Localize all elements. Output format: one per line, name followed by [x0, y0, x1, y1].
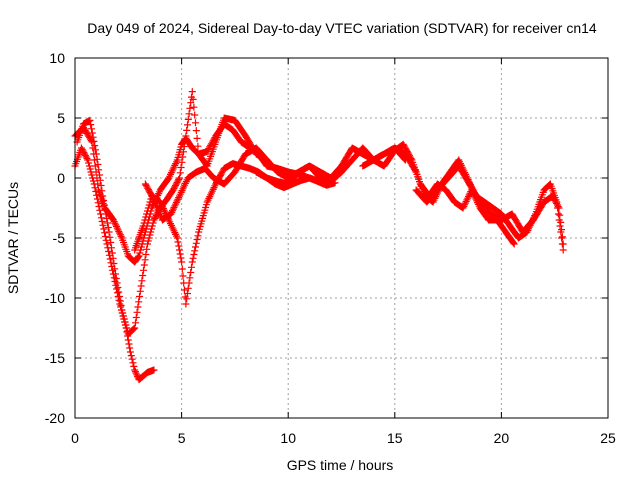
y-axis-label: SDTVAR / TECUs — [5, 182, 21, 294]
x-tick-label: 5 — [178, 430, 186, 446]
x-tick-label: 10 — [280, 430, 296, 446]
y-tick-label: -15 — [45, 350, 65, 366]
axis-ticks: 0 5 10 15 20 25 -20 -15 -10 -5 0 5 10 — [45, 50, 616, 446]
y-tick-label: -5 — [53, 230, 66, 246]
y-tick-label: 0 — [57, 170, 65, 186]
x-tick-label: 15 — [387, 430, 403, 446]
x-tick-label: 20 — [494, 430, 510, 446]
y-tick-label: 5 — [57, 110, 65, 126]
y-tick-label: -20 — [45, 410, 65, 426]
chart-title: Day 049 of 2024, Sidereal Day-to-day VTE… — [87, 20, 597, 36]
data-point-markers — [412, 162, 567, 248]
series-track-h — [412, 162, 567, 248]
x-tick-label: 0 — [71, 430, 79, 446]
y-tick-label: 10 — [49, 50, 65, 66]
x-tick-label: 25 — [600, 430, 616, 446]
data-points — [71, 88, 567, 384]
y-tick-label: -10 — [45, 290, 65, 306]
x-axis-label: GPS time / hours — [287, 457, 394, 473]
grid-lines — [75, 58, 608, 418]
